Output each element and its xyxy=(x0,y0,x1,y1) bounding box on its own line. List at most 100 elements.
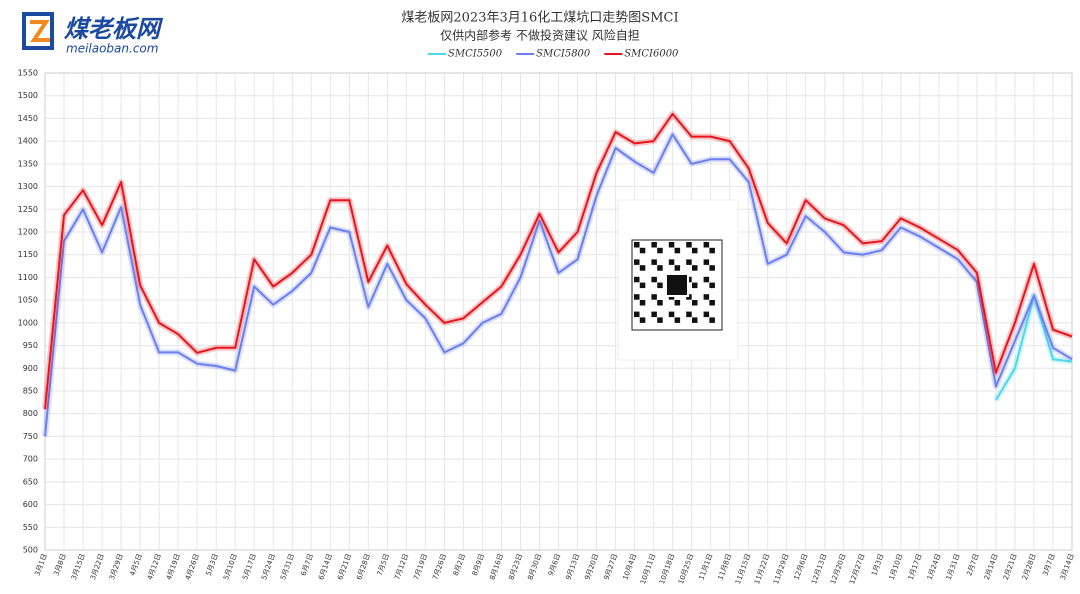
x-tick-label: 6月7日 xyxy=(300,553,315,577)
y-tick-label: 850 xyxy=(23,387,38,396)
x-tick-label: 9月13日 xyxy=(564,553,581,581)
x-tick-label: 5月31日 xyxy=(279,553,296,581)
qr-cell xyxy=(634,311,640,318)
y-tick-label: 1100 xyxy=(18,273,38,282)
qr-center xyxy=(665,273,689,297)
x-tick-label: 10月4日 xyxy=(621,553,638,581)
x-tick-label: 1月10日 xyxy=(888,553,905,581)
y-tick-label: 500 xyxy=(23,546,38,555)
qr-cell xyxy=(674,265,681,271)
x-tick-label: 12月27日 xyxy=(848,553,866,586)
y-tick-label: 700 xyxy=(23,455,38,464)
qr-cell xyxy=(686,259,692,265)
qr-cell xyxy=(703,276,710,283)
x-tick-label: 10月25日 xyxy=(677,553,695,586)
y-tick-label: 1350 xyxy=(18,159,38,168)
qr-cell xyxy=(639,300,646,306)
legend: SMCI5500 SMCI5800 SMCI6000 xyxy=(428,49,679,60)
qr-cell xyxy=(674,317,681,323)
x-tick-label: 4月12日 xyxy=(146,553,163,581)
chart-title: 煤老板网2023年3月16化工煤坑口走势图SMCI xyxy=(401,10,678,26)
qr-cell xyxy=(657,265,663,271)
qr-cell xyxy=(634,242,640,248)
x-tick-label: 6月21日 xyxy=(336,553,353,581)
x-tick-label: 3月1日 xyxy=(33,553,48,577)
qr-cell xyxy=(651,294,657,300)
x-tick-label: 7月12日 xyxy=(393,553,410,581)
qr-cell xyxy=(703,242,710,248)
x-tick-label: 7月19日 xyxy=(412,553,429,581)
qr-cell xyxy=(692,282,698,289)
x-tick-label: 9月6日 xyxy=(547,553,562,577)
y-tick-label: 600 xyxy=(23,500,38,509)
x-tick-label: 11月8日 xyxy=(717,553,734,581)
x-tick-label: 4月19日 xyxy=(165,553,182,581)
qr-cell xyxy=(674,247,681,254)
x-tick-label: 1月31日 xyxy=(945,553,962,581)
qr-cell xyxy=(657,317,663,323)
logo-url: meilaoban.com xyxy=(66,42,158,56)
qr-cell xyxy=(692,247,698,254)
y-tick-label: 950 xyxy=(23,341,38,350)
logo: 煤老板网 meilaoban.com xyxy=(22,12,164,56)
y-tick-label: 1500 xyxy=(18,91,38,100)
x-tick-label: 10月18日 xyxy=(658,553,676,586)
y-tick-label: 1050 xyxy=(18,296,38,305)
qr-cell xyxy=(709,247,715,254)
logo-icon xyxy=(30,20,50,42)
qr-cell xyxy=(651,259,657,265)
series-line xyxy=(44,112,1073,410)
qr-cell xyxy=(674,300,681,306)
x-tick-label: 7月26日 xyxy=(431,553,448,581)
x-tick-label: 1月17日 xyxy=(907,553,924,581)
x-tick-label: 3月7日 xyxy=(1041,553,1056,577)
y-tick-label: 1300 xyxy=(18,182,38,191)
x-tick-label: 4月5日 xyxy=(128,553,143,577)
y-tick-label: 1200 xyxy=(18,228,38,237)
x-tick-label: 3月29日 xyxy=(108,553,125,581)
y-tick-label: 800 xyxy=(23,409,38,418)
qr-cell xyxy=(686,311,692,318)
qr-cell xyxy=(657,282,663,289)
x-tick-label: 12月20日 xyxy=(829,553,847,586)
qr-cell xyxy=(703,294,710,300)
x-tick-label: 11月29日 xyxy=(772,553,790,586)
qr-cell xyxy=(668,242,675,248)
x-tick-label: 6月28日 xyxy=(355,553,372,581)
qr-cell xyxy=(639,317,646,323)
x-tick-label: 5月10日 xyxy=(222,553,239,581)
x-tick-label: 3月15日 xyxy=(70,553,87,581)
x-tick-label: 5月24日 xyxy=(260,553,277,581)
qr-cell xyxy=(668,259,675,265)
series-line xyxy=(44,133,1073,437)
qr-cell xyxy=(709,282,715,289)
y-tick-label: 750 xyxy=(23,432,38,441)
legend-label: SMCI6000 xyxy=(624,49,679,60)
plot-border xyxy=(44,72,1073,551)
qr-cell xyxy=(703,311,710,318)
x-tick-label: 7月5日 xyxy=(376,553,391,577)
qr-overlay xyxy=(617,199,739,361)
x-tick-label: 5月17日 xyxy=(241,553,258,581)
x-tick-label: 3月8日 xyxy=(52,553,67,577)
y-tick-label: 1450 xyxy=(18,114,38,123)
x-tick-label: 2月21日 xyxy=(1002,553,1019,581)
qr-cell xyxy=(651,276,657,283)
qr-cell xyxy=(709,317,715,323)
qr-cell xyxy=(686,242,692,248)
qr-cell xyxy=(692,300,698,306)
logo-name: 煤老板网 xyxy=(64,15,164,43)
qr-cell xyxy=(651,311,657,318)
legend-label: SMCI5800 xyxy=(536,49,591,60)
qr-cell xyxy=(639,247,646,254)
qr-cell xyxy=(634,294,640,300)
x-tick-label: 11月22日 xyxy=(753,553,771,586)
x-tick-label: 9月20日 xyxy=(583,553,600,581)
qr-cell xyxy=(709,300,715,306)
qr-cell xyxy=(692,317,698,323)
x-tick-label: 2月14日 xyxy=(983,553,1000,581)
x-tick-label: 2月28日 xyxy=(1021,553,1038,581)
x-tick-label: 11月1日 xyxy=(698,553,715,581)
x-tick-label: 10月11日 xyxy=(639,553,657,586)
